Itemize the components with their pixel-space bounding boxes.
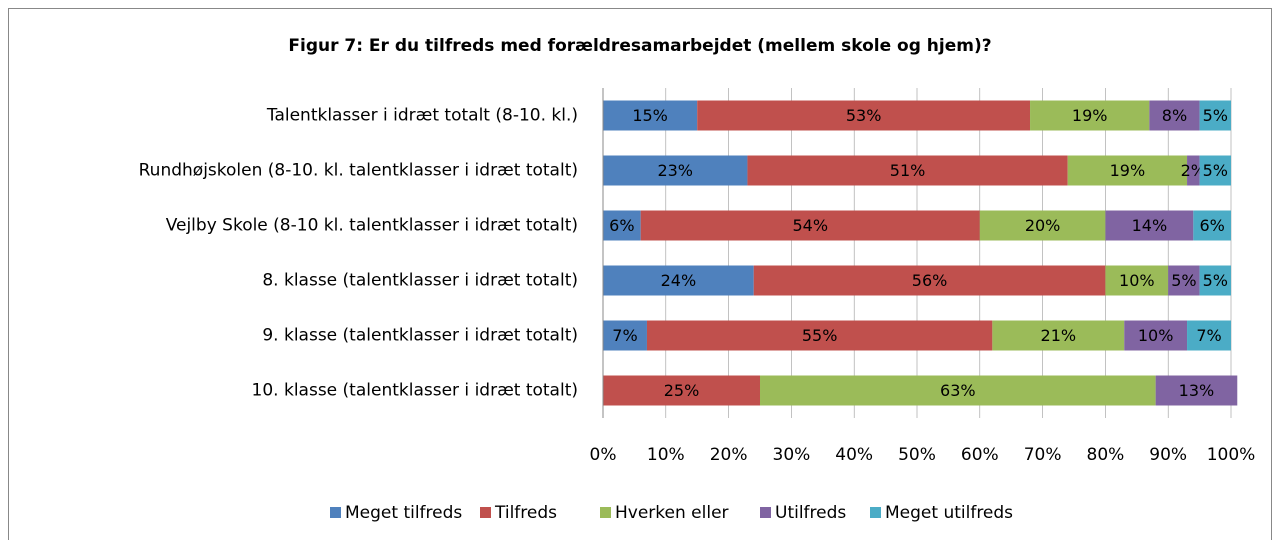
bar-segment bbox=[1187, 155, 1200, 186]
data-label: 21% bbox=[1041, 326, 1077, 345]
legend-label: Utilfreds bbox=[775, 503, 846, 523]
data-label: 6% bbox=[1199, 216, 1224, 235]
data-label: 51% bbox=[890, 161, 926, 180]
x-tick-label: 60% bbox=[961, 445, 999, 465]
bar-segment bbox=[1199, 100, 1231, 131]
x-tick-label: 0% bbox=[590, 445, 617, 465]
data-label: 24% bbox=[661, 271, 697, 290]
x-tick-label: 90% bbox=[1149, 445, 1187, 465]
data-label: 15% bbox=[632, 106, 668, 125]
bar-segment bbox=[760, 375, 1156, 406]
data-label: 56% bbox=[912, 271, 948, 290]
bar-segment bbox=[1030, 100, 1150, 131]
bar-segment bbox=[1105, 265, 1169, 296]
x-tick-label: 40% bbox=[835, 445, 873, 465]
data-label: 8% bbox=[1162, 106, 1187, 125]
x-tick-label: 10% bbox=[647, 445, 685, 465]
y-tick-label: 9. klasse (talentklasser i idræt totalt) bbox=[262, 326, 578, 346]
x-tick-label: 30% bbox=[773, 445, 811, 465]
bar-segment bbox=[603, 155, 748, 186]
y-tick-label: 8. klasse (talentklasser i idræt totalt) bbox=[262, 271, 578, 291]
data-label: 63% bbox=[940, 381, 976, 400]
data-label: 19% bbox=[1072, 106, 1108, 125]
x-tick-label: 70% bbox=[1024, 445, 1062, 465]
legend-label: Meget tilfreds bbox=[345, 503, 462, 523]
x-tick-label: 20% bbox=[710, 445, 748, 465]
bar-segment bbox=[1155, 375, 1238, 406]
legend-swatch bbox=[760, 507, 771, 518]
y-tick-label: 10. klasse (talentklasser i idræt totalt… bbox=[252, 381, 578, 401]
data-label: 25% bbox=[664, 381, 700, 400]
bar-segment bbox=[603, 100, 698, 131]
legend-swatch bbox=[330, 507, 341, 518]
legend-swatch bbox=[480, 507, 491, 518]
x-tick-label: 50% bbox=[898, 445, 936, 465]
y-tick-label: Rundhøjskolen (8-10. kl. talentklasser i… bbox=[139, 161, 578, 181]
bar-segment bbox=[1149, 100, 1200, 131]
data-label: 55% bbox=[802, 326, 838, 345]
bar-segment bbox=[747, 155, 1068, 186]
bar-segment bbox=[992, 320, 1125, 351]
legend-swatch bbox=[600, 507, 611, 518]
y-tick-label: Talentklasser i idræt totalt (8-10. kl.) bbox=[266, 106, 578, 126]
bar-segment bbox=[753, 265, 1106, 296]
data-label: 53% bbox=[846, 106, 882, 125]
bar-segment bbox=[1124, 320, 1188, 351]
data-label: 5% bbox=[1171, 271, 1196, 290]
data-label: 5% bbox=[1203, 161, 1228, 180]
bar-segment bbox=[1187, 320, 1231, 351]
bar-segment bbox=[697, 100, 1031, 131]
bar-segment bbox=[1067, 155, 1188, 186]
bar-segment bbox=[1105, 210, 1194, 241]
bar-segment bbox=[646, 320, 993, 351]
bar-segment bbox=[603, 375, 760, 406]
data-label: 5% bbox=[1203, 106, 1228, 125]
bar-segment bbox=[1199, 155, 1231, 186]
data-label: 20% bbox=[1025, 216, 1061, 235]
bar-segment bbox=[603, 320, 647, 351]
x-tick-label: 100% bbox=[1207, 445, 1256, 465]
data-label: 10% bbox=[1119, 271, 1155, 290]
legend-swatch bbox=[870, 507, 881, 518]
bar-segment bbox=[1199, 265, 1231, 296]
data-label: 7% bbox=[1196, 326, 1221, 345]
legend-label: Hverken eller bbox=[615, 503, 729, 523]
legend-label: Meget utilfreds bbox=[885, 503, 1013, 523]
data-label: 14% bbox=[1132, 216, 1168, 235]
bar-segment bbox=[640, 210, 980, 241]
data-label: 54% bbox=[792, 216, 828, 235]
legend-label: Tilfreds bbox=[494, 503, 557, 523]
chart-title: Figur 7: Er du tilfreds med forældresama… bbox=[288, 36, 991, 56]
y-tick-label: Vejlby Skole (8-10 kl. talentklasser i i… bbox=[166, 216, 578, 236]
data-label: 19% bbox=[1110, 161, 1146, 180]
data-label: 5% bbox=[1203, 271, 1228, 290]
data-label: 13% bbox=[1179, 381, 1215, 400]
x-tick-label: 80% bbox=[1087, 445, 1125, 465]
bar-segment bbox=[603, 210, 641, 241]
bar-segment bbox=[1193, 210, 1231, 241]
bar-segment bbox=[603, 265, 754, 296]
bar-segment bbox=[979, 210, 1106, 241]
data-label: 6% bbox=[609, 216, 634, 235]
data-label: 23% bbox=[657, 161, 693, 180]
data-label: 10% bbox=[1138, 326, 1174, 345]
data-label: 7% bbox=[612, 326, 637, 345]
bar-segment bbox=[1168, 265, 1200, 296]
